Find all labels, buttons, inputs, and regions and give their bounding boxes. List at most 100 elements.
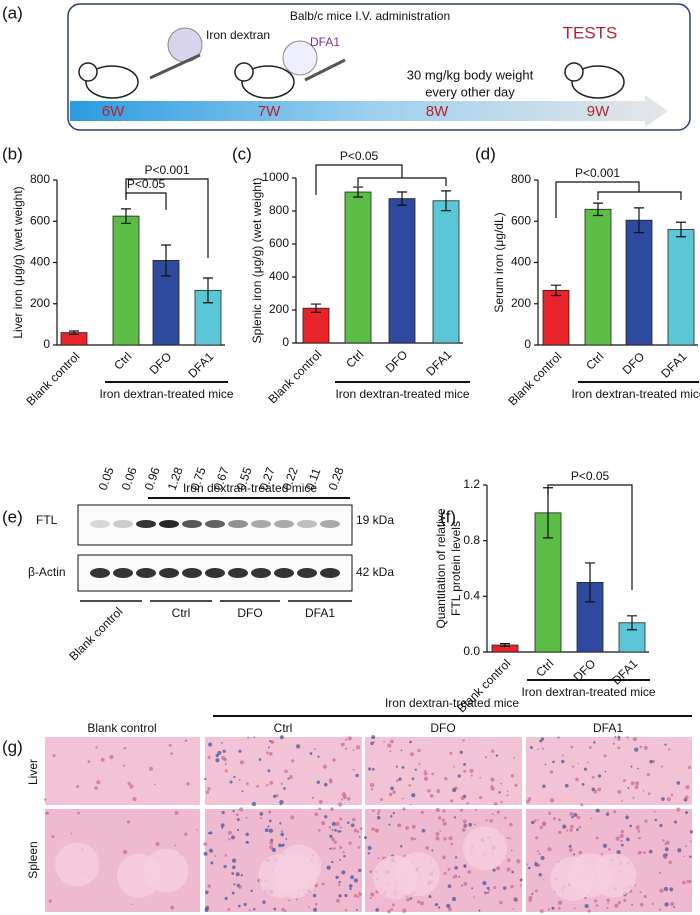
histology-cell bbox=[94, 786, 98, 790]
histology-cell bbox=[390, 786, 394, 791]
histology-cell bbox=[670, 793, 674, 797]
histology-cell bbox=[676, 781, 681, 785]
histology-cell bbox=[267, 769, 271, 773]
histology-cell bbox=[573, 907, 576, 910]
bar bbox=[432, 200, 460, 344]
histology-cell bbox=[109, 754, 114, 760]
histology-cell bbox=[491, 813, 494, 816]
histology-cell bbox=[409, 752, 414, 757]
histology-cell bbox=[323, 782, 328, 787]
y-tick-label: 600 bbox=[30, 213, 50, 227]
panel-label: (b) bbox=[2, 144, 23, 163]
histology-cell bbox=[377, 809, 381, 813]
y-tick-label: 0 bbox=[524, 337, 531, 351]
tests-label: TESTS bbox=[563, 23, 618, 42]
histology-cell bbox=[627, 787, 630, 789]
histology-cell bbox=[43, 798, 47, 801]
histology-cell bbox=[370, 892, 375, 897]
histology-cell bbox=[573, 813, 578, 817]
histology-cell bbox=[353, 828, 358, 833]
y-axis-label: Splenic iron (μg/g) (wet weight) bbox=[250, 178, 264, 344]
histology-cell bbox=[174, 810, 179, 815]
histology-cell bbox=[285, 838, 288, 840]
histology-cell bbox=[267, 825, 270, 828]
histology-cell bbox=[562, 824, 567, 829]
histology-cell bbox=[347, 736, 352, 741]
histology-cell bbox=[510, 849, 513, 852]
histology-cell bbox=[344, 893, 348, 898]
histology-cell bbox=[224, 896, 228, 900]
histology-cell bbox=[621, 800, 624, 802]
histology-cell bbox=[576, 828, 579, 831]
histology-cell bbox=[262, 900, 266, 904]
histology-cell bbox=[259, 812, 264, 816]
histology-cell bbox=[321, 821, 326, 826]
histology-cell bbox=[338, 802, 343, 807]
histology-cell bbox=[557, 900, 563, 905]
histology-cell bbox=[224, 854, 228, 857]
histology-cell bbox=[439, 829, 442, 832]
histology-cell bbox=[687, 765, 692, 770]
histology-cell bbox=[357, 831, 359, 833]
histology-cell bbox=[688, 880, 692, 883]
y-axis-label: Quantitation of relative bbox=[434, 508, 448, 628]
histology-cell bbox=[231, 858, 237, 863]
histology-cell bbox=[409, 740, 412, 744]
histology-cell bbox=[664, 847, 669, 852]
histology-cell bbox=[534, 821, 537, 823]
histology-cell bbox=[538, 852, 541, 855]
histology-cell bbox=[369, 870, 373, 873]
histology-cell bbox=[654, 818, 658, 822]
blot-band bbox=[90, 520, 110, 528]
histology-cell bbox=[205, 790, 210, 794]
histology-cell bbox=[333, 840, 337, 844]
error-bar bbox=[353, 186, 363, 198]
histology-cell bbox=[308, 906, 310, 908]
histology-cell bbox=[357, 895, 360, 898]
blot-band bbox=[159, 520, 179, 528]
histology-cell bbox=[437, 906, 441, 909]
blot-band bbox=[113, 568, 133, 578]
histology-cell bbox=[283, 787, 286, 790]
histology-cell bbox=[614, 903, 619, 908]
histology-cell bbox=[269, 780, 274, 785]
week-label: 9W bbox=[587, 103, 610, 120]
panel-label: (g) bbox=[2, 737, 23, 756]
histology-cell bbox=[221, 741, 223, 744]
histology-cell bbox=[417, 748, 421, 753]
histology-cell bbox=[613, 743, 615, 745]
histology-cell bbox=[221, 826, 224, 829]
histology-cell bbox=[129, 784, 134, 789]
histology-cell bbox=[273, 907, 277, 911]
histology-cell bbox=[626, 837, 630, 842]
histology-cell bbox=[662, 839, 665, 842]
histology-cell bbox=[322, 764, 327, 769]
histology-cell bbox=[543, 878, 545, 881]
y-tick-label: 0 bbox=[282, 335, 289, 349]
histology-cell bbox=[387, 909, 391, 914]
histology-cell bbox=[487, 891, 490, 894]
histology-cell bbox=[224, 769, 228, 773]
error-bar bbox=[397, 191, 407, 206]
histology-cell bbox=[593, 789, 598, 794]
histology-cell bbox=[258, 758, 262, 761]
histology-cell bbox=[591, 775, 595, 779]
histology-cell bbox=[509, 822, 513, 827]
histology-cell bbox=[377, 812, 380, 816]
column-label: DFA1 bbox=[593, 721, 623, 735]
histology-cell bbox=[238, 884, 242, 889]
histology-cell bbox=[390, 739, 394, 744]
histology-cell bbox=[279, 822, 282, 825]
histology-cell bbox=[669, 901, 675, 907]
histology-cell bbox=[215, 753, 219, 758]
histology-cell bbox=[676, 807, 681, 812]
histology-cell bbox=[208, 742, 213, 747]
x-tick-label: DFO bbox=[620, 349, 648, 377]
histology-cell bbox=[231, 872, 235, 875]
histology-cell bbox=[207, 755, 211, 759]
histology-cell bbox=[123, 746, 127, 750]
histology-cell bbox=[509, 837, 511, 840]
histology-cell bbox=[643, 894, 647, 899]
histology-cell bbox=[329, 847, 332, 850]
